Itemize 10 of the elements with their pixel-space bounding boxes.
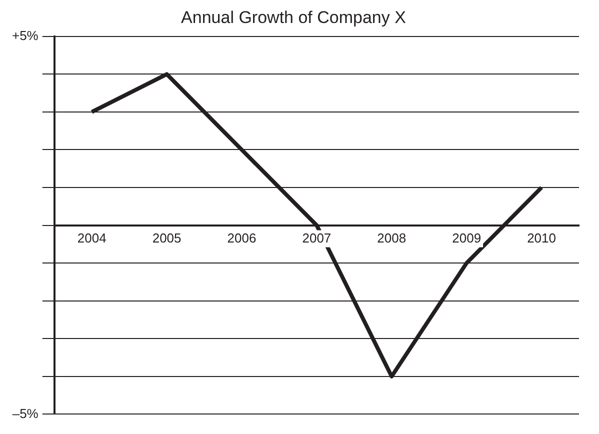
x-tick-label: 2010	[527, 230, 556, 246]
x-tick-label: 2004	[77, 230, 106, 246]
x-tick-label: 2006	[227, 230, 256, 246]
x-tick-label: 2008	[377, 230, 406, 246]
y-tick-label: +5%	[12, 28, 39, 43]
x-tick-label: 2007	[302, 230, 332, 246]
chart-title: Annual Growth of Company X	[181, 8, 406, 27]
y-tick-label: –5%	[12, 406, 39, 421]
x-tick-label: 2009	[452, 230, 482, 246]
x-tick-label: 2005	[152, 230, 182, 246]
